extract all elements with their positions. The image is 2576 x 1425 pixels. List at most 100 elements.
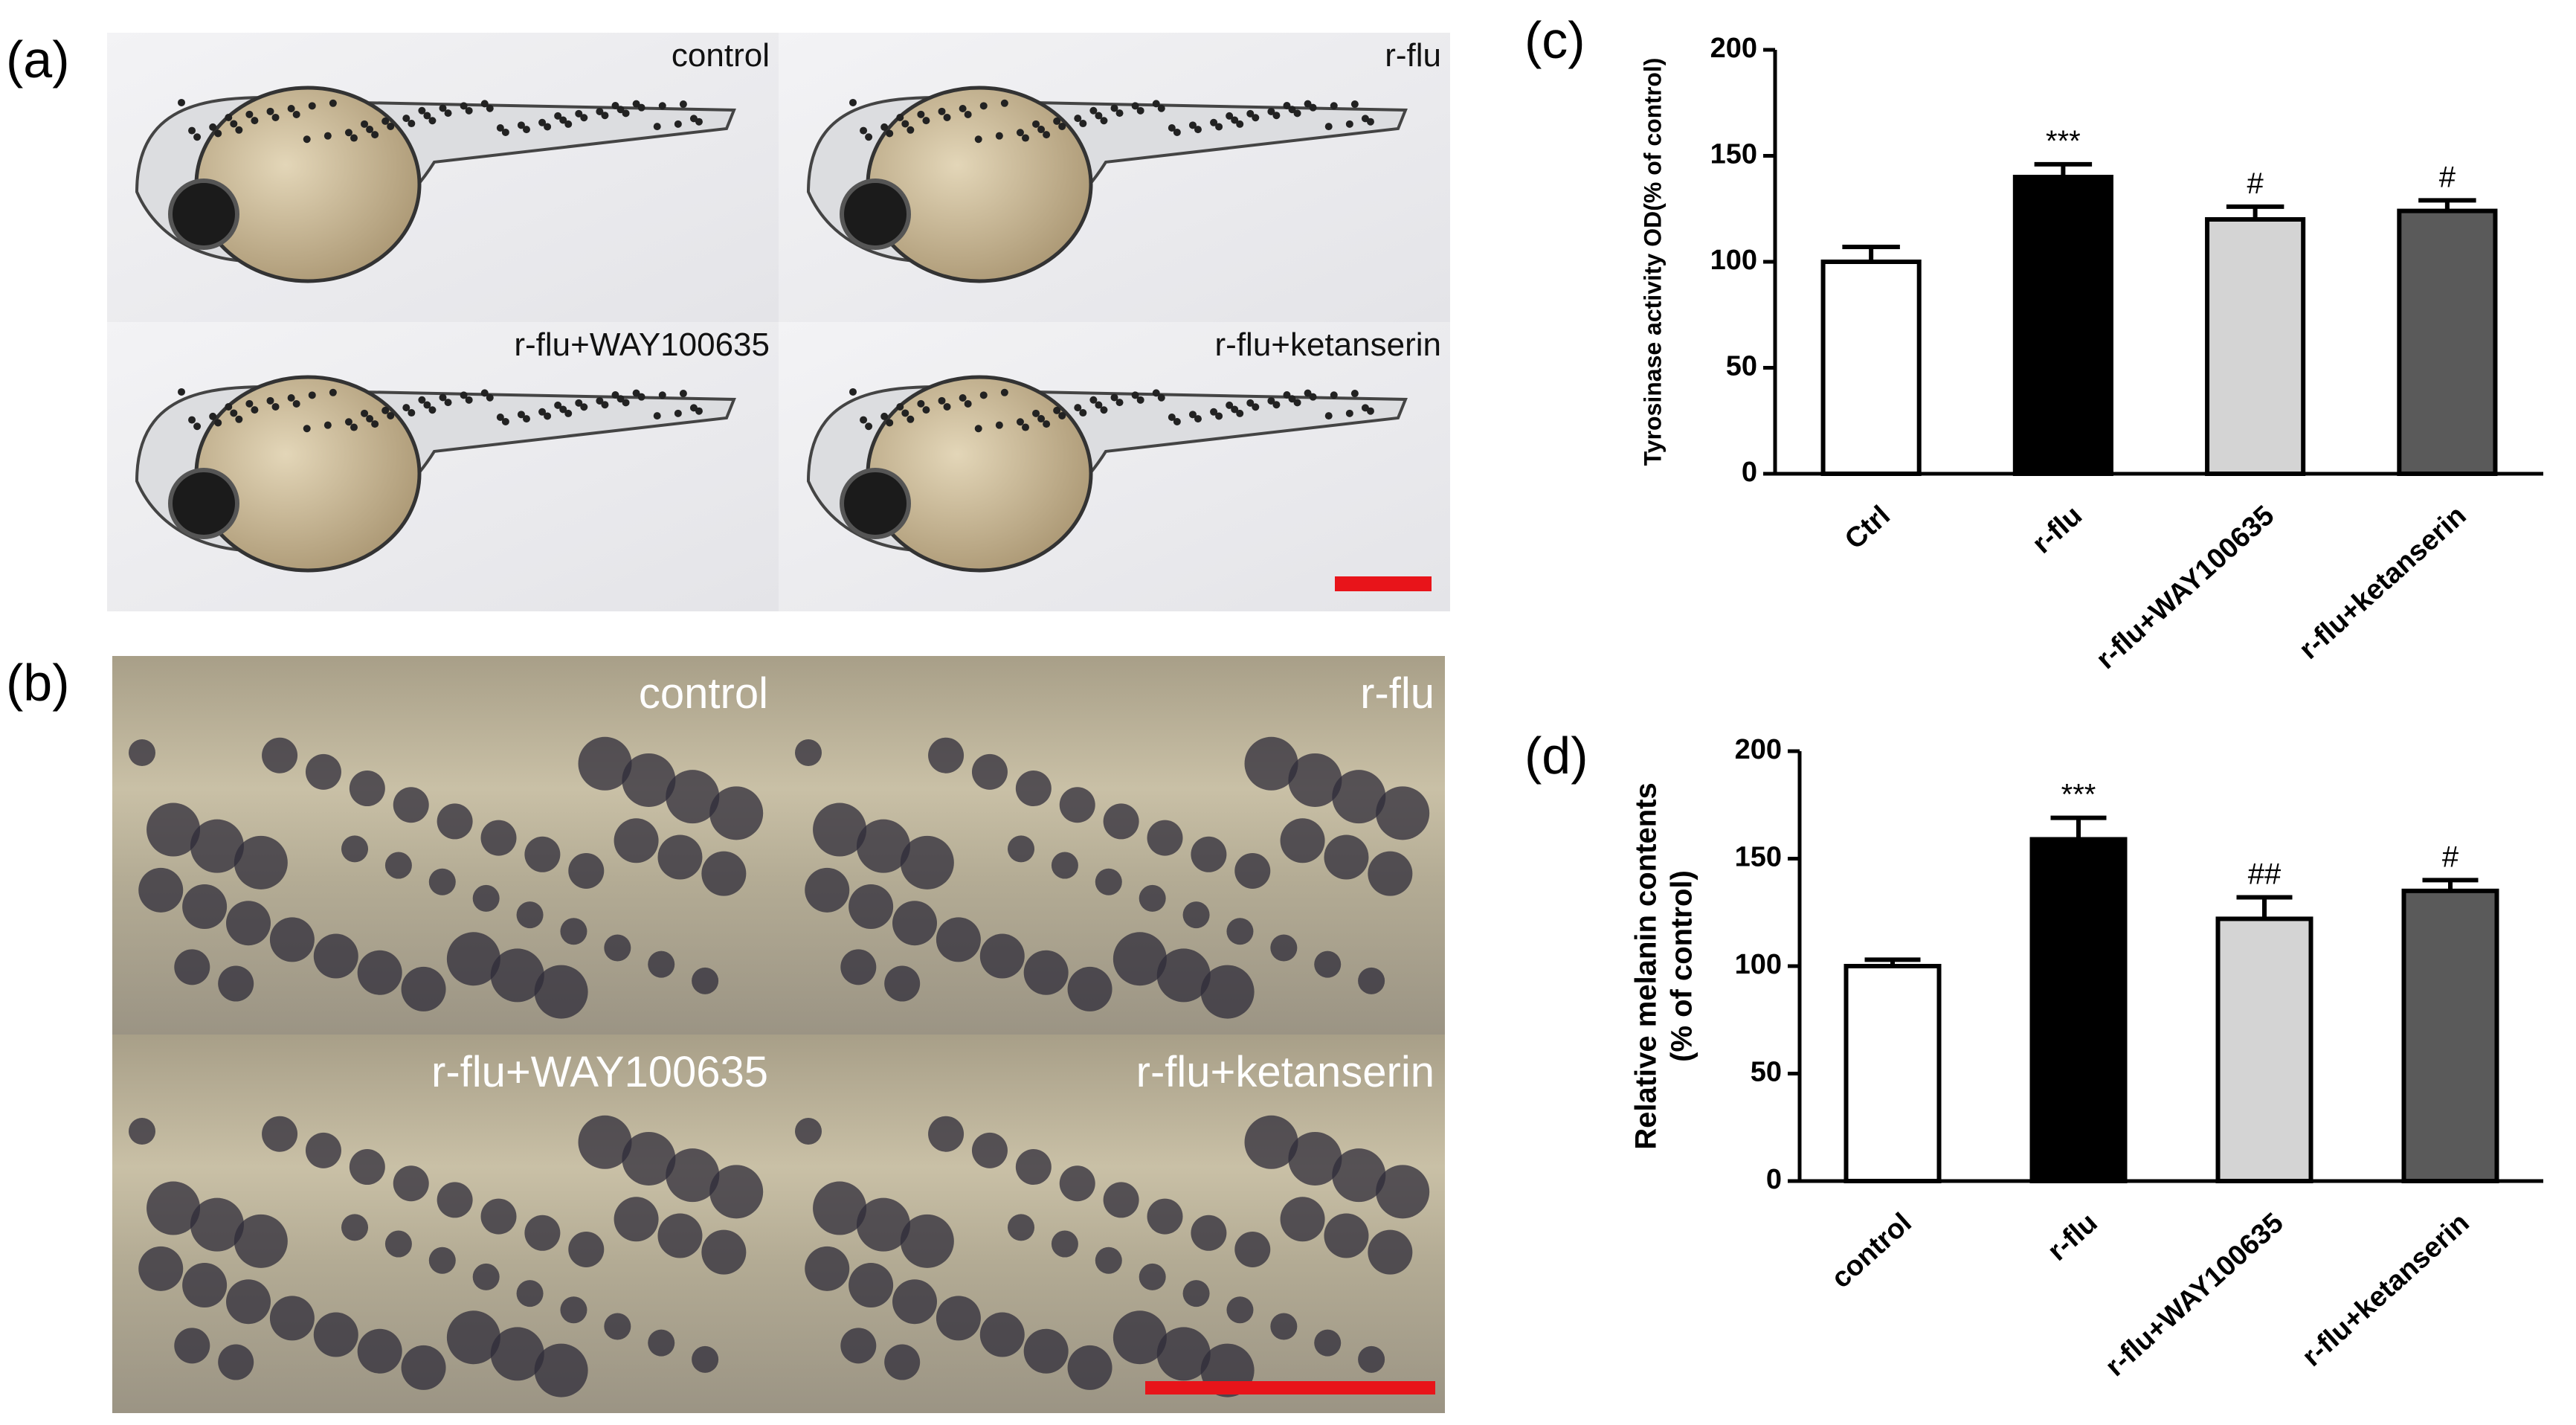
melanophore: [266, 107, 274, 115]
melanophore: [329, 388, 337, 396]
melanophore: [350, 423, 358, 431]
melanophore: [188, 126, 196, 135]
melanophore: [1053, 117, 1061, 125]
melanophore: [1095, 112, 1103, 120]
melanophore: [922, 117, 930, 125]
fish-eye: [168, 467, 239, 539]
melanophore: [1015, 1149, 1052, 1186]
melanophore: [1182, 1280, 1210, 1307]
melanophore: [666, 770, 720, 824]
melanophore: [1152, 389, 1160, 397]
melanophore: [1131, 102, 1139, 110]
melanophore: [886, 129, 894, 138]
bar: [2029, 837, 2128, 1183]
melanophore: [938, 107, 946, 115]
melanophore: [1288, 395, 1296, 403]
melanophore: [1226, 918, 1254, 945]
melanophore: [516, 901, 544, 929]
melanophore: [480, 100, 489, 108]
melanophore: [1309, 393, 1317, 401]
melanophore: [214, 129, 222, 138]
melanophore: [709, 786, 764, 840]
melanophore: [637, 393, 645, 401]
melanophore: [1037, 126, 1046, 134]
melanophore: [964, 399, 972, 408]
melanophore: [568, 1231, 605, 1267]
melanophore: [174, 949, 210, 985]
melanophore: [501, 417, 509, 425]
melanophore: [371, 131, 379, 139]
y-tick-label: 0: [1742, 457, 1757, 488]
melanophore: [387, 411, 395, 419]
melanophore: [1053, 406, 1061, 414]
melanophore: [1252, 403, 1260, 411]
melanophore: [524, 1215, 561, 1251]
melanophore: [1008, 835, 1035, 863]
melanophore: [1330, 391, 1338, 399]
melanophore: [190, 1197, 244, 1252]
melanophore: [323, 421, 332, 429]
melanophore: [218, 1344, 254, 1380]
melanophore: [995, 132, 1003, 140]
melanophore: [1100, 406, 1108, 414]
melanophore: [428, 868, 456, 895]
melanophore: [709, 1165, 764, 1219]
melanophore: [188, 416, 196, 424]
melanophore: [1324, 1213, 1369, 1258]
y-tick-label: 150: [1735, 842, 1782, 873]
melanophore: [611, 102, 619, 110]
melanophore: [689, 404, 698, 412]
melanophore: [266, 396, 274, 405]
melanophore: [559, 405, 567, 414]
melanophore: [1304, 100, 1312, 108]
melanophore: [428, 117, 437, 125]
melanophore: [901, 120, 909, 128]
melanophore: [146, 802, 201, 857]
melanophore: [1139, 884, 1166, 912]
melanophore: [596, 107, 604, 115]
melanophore: [928, 737, 965, 773]
melanophore: [840, 1328, 877, 1364]
x-tick-label: r-flu: [2026, 500, 2088, 560]
melanophore: [856, 819, 910, 873]
melanophore: [1015, 771, 1052, 807]
bar: [2205, 217, 2306, 476]
melanophore: [560, 918, 587, 945]
bar: [2401, 888, 2499, 1183]
melanophore: [460, 102, 468, 110]
melanophore: [408, 409, 416, 417]
melanophore: [865, 422, 873, 431]
melanophore: [182, 884, 228, 930]
melanophore: [428, 406, 437, 414]
melanophore: [1210, 408, 1218, 416]
melanophore: [344, 129, 352, 137]
melanophore: [269, 917, 315, 962]
melanophore: [292, 110, 300, 118]
melanophore: [349, 771, 385, 807]
melanophore: [1332, 770, 1386, 824]
panel-label: (a): [6, 30, 70, 89]
melanophore: [971, 1132, 1008, 1168]
melanophore: [1272, 401, 1281, 409]
melanophore: [1043, 420, 1051, 428]
melanophore: [357, 1328, 402, 1374]
melanophore: [501, 128, 509, 136]
melanophore: [692, 1345, 719, 1373]
melanophore: [146, 1181, 201, 1235]
melanophore: [1236, 120, 1244, 128]
melanophore: [849, 98, 857, 106]
melanophore: [262, 1116, 298, 1152]
fish-eye: [168, 178, 239, 250]
melanophore: [1226, 401, 1234, 409]
melanophore: [1194, 126, 1202, 134]
melanophore: [235, 415, 243, 423]
melanophore: [653, 123, 661, 131]
melanophore: [1350, 100, 1359, 109]
melanophore: [209, 123, 217, 131]
error-bar: [2226, 204, 2284, 219]
melanophore: [1345, 409, 1353, 417]
x-tick-label: r-flu+ketanserin: [2293, 500, 2473, 666]
melanophore: [1021, 423, 1029, 431]
melanophore: [907, 126, 915, 134]
